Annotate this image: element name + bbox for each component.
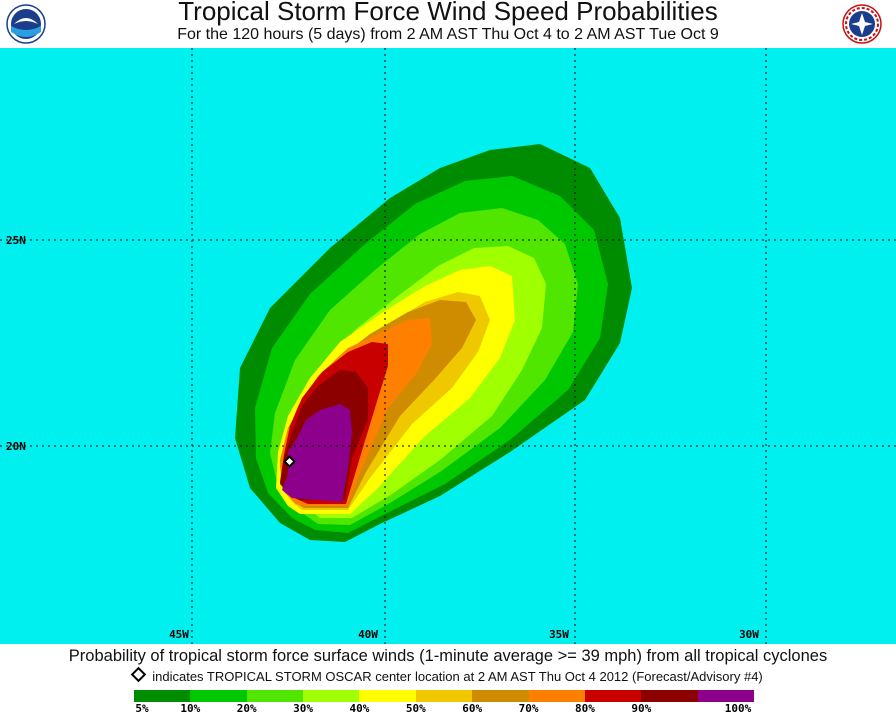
scale-swatch: [415, 690, 473, 702]
scale-label: 40%: [349, 702, 370, 715]
scale-label: 5%: [135, 702, 149, 715]
storm-center-note-text: indicates TROPICAL STORM OSCAR center lo…: [152, 669, 763, 684]
scale-swatch: [697, 690, 754, 702]
nws-logo-icon: [842, 4, 882, 44]
probability-scale-labels: 5% 10% 20% 30% 40% 50% 60% 70% 80% 90% 100%: [0, 702, 896, 716]
scale-swatch: [584, 690, 642, 702]
storm-center-note: indicates TROPICAL STORM OSCAR center lo…: [0, 666, 896, 684]
diamond-icon: [130, 666, 147, 683]
header: Tropical Storm Force Wind Speed Probabil…: [0, 0, 896, 48]
probability-color-scale: [134, 690, 754, 702]
scale-label: 20%: [236, 702, 257, 715]
scale-swatch: [134, 690, 191, 702]
lat-label-25n: 25N: [6, 234, 26, 247]
scale-label: 50%: [405, 702, 426, 715]
footer: Probability of tropical storm force surf…: [0, 644, 896, 716]
lon-label-45w: 45W: [169, 628, 189, 641]
lon-label-40w: 40W: [358, 628, 378, 641]
scale-swatch: [246, 690, 304, 702]
contour-100: [282, 404, 352, 502]
scale-swatch: [528, 690, 585, 702]
noaa-logo-icon: [6, 4, 46, 44]
page-subtitle: For the 120 hours (5 days) from 2 AM AST…: [177, 26, 719, 43]
probability-map: 25N 20N 45W 40W 35W 30W: [0, 48, 896, 644]
scale-label: 60%: [462, 702, 483, 715]
scale-label: 30%: [293, 702, 314, 715]
scale-swatch: [303, 690, 360, 702]
scale-swatch: [641, 690, 698, 702]
page-title: Tropical Storm Force Wind Speed Probabil…: [178, 0, 718, 26]
scale-label: 100%: [724, 702, 752, 715]
map-caption: Probability of tropical storm force surf…: [68, 647, 828, 665]
lon-label-35w: 35W: [549, 628, 569, 641]
probability-contours: [235, 144, 632, 542]
storm-center-diamond-icon: [283, 455, 296, 468]
lon-label-30w: 30W: [739, 628, 759, 641]
scale-swatch: [190, 690, 247, 702]
scale-label: 10%: [180, 702, 201, 715]
scale-label: 90%: [631, 702, 652, 715]
lat-label-20n: 20N: [6, 440, 26, 453]
scale-swatch: [472, 690, 529, 702]
scale-label: 70%: [518, 702, 539, 715]
scale-label: 80%: [574, 702, 595, 715]
scale-swatch: [359, 690, 416, 702]
